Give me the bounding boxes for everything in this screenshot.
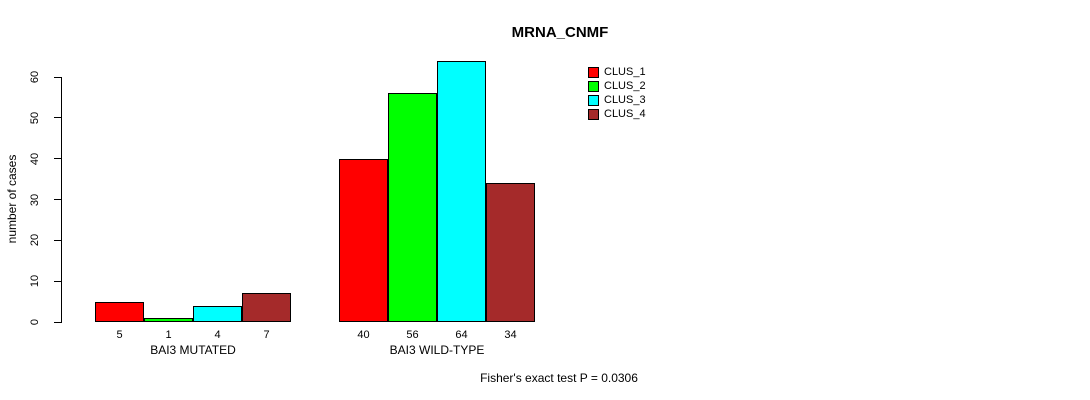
legend-item: CLUS_3 [588,93,646,107]
y-tick-label: 60 [29,70,41,84]
bar-value-label: 5 [116,329,123,341]
y-tick-label: 30 [29,193,41,206]
y-axis-tick [54,199,62,200]
category-label: BAI3 MUTATED [150,343,236,357]
bar-value-label: 7 [263,329,270,341]
bar-clus_1-group2 [339,158,388,322]
bar-value-label: 40 [357,329,370,341]
bar-value-label: 34 [504,329,517,341]
legend: CLUS_1 CLUS_2 CLUS_3 CLUS_4 [588,65,646,121]
bar-clus_3-group1 [193,305,242,322]
bar-value-label: 64 [455,329,468,341]
legend-item: CLUS_2 [588,79,646,93]
y-tick-label: 50 [29,111,41,124]
bar-clus_4-group2 [486,183,535,322]
legend-label: CLUS_4 [604,108,646,120]
bar-clus_1-group1 [95,301,144,322]
bar-clus_2-group2 [388,93,437,322]
chart-title: MRNA_CNMF [511,24,609,41]
legend-label: CLUS_3 [604,94,646,106]
legend-swatch [588,66,599,78]
y-axis-tick [54,239,62,241]
legend-item: CLUS_1 [588,65,646,79]
legend-swatch [588,108,599,120]
legend-label: CLUS_1 [604,66,646,78]
bar-value-label: 4 [214,329,221,341]
y-tick-label: 10 [29,275,41,288]
y-axis-tick [54,158,62,160]
y-tick-label: 40 [29,152,41,165]
y-tick-label: 0 [29,318,41,326]
y-axis-tick [54,321,62,323]
y-axis-line [61,77,62,323]
bar-value-label: 1 [165,329,172,341]
annotation-text: Fisher's exact test P = 0.0306 [480,371,638,385]
bar-value-label: 56 [406,329,419,341]
legend-item: CLUS_4 [588,107,646,121]
y-tick-label: 20 [29,234,41,247]
bar-clus_2-group1 [144,317,193,322]
y-axis-tick [54,280,62,282]
legend-swatch [588,80,599,92]
legend-label: CLUS_2 [604,80,646,92]
y-axis-tick [54,117,62,119]
category-label: BAI3 WILD-TYPE [389,343,485,357]
y-axis-tick [54,76,62,78]
bar-clus_3-group2 [437,60,486,322]
legend-swatch [588,94,599,106]
bar-clus_4-group1 [242,293,291,322]
